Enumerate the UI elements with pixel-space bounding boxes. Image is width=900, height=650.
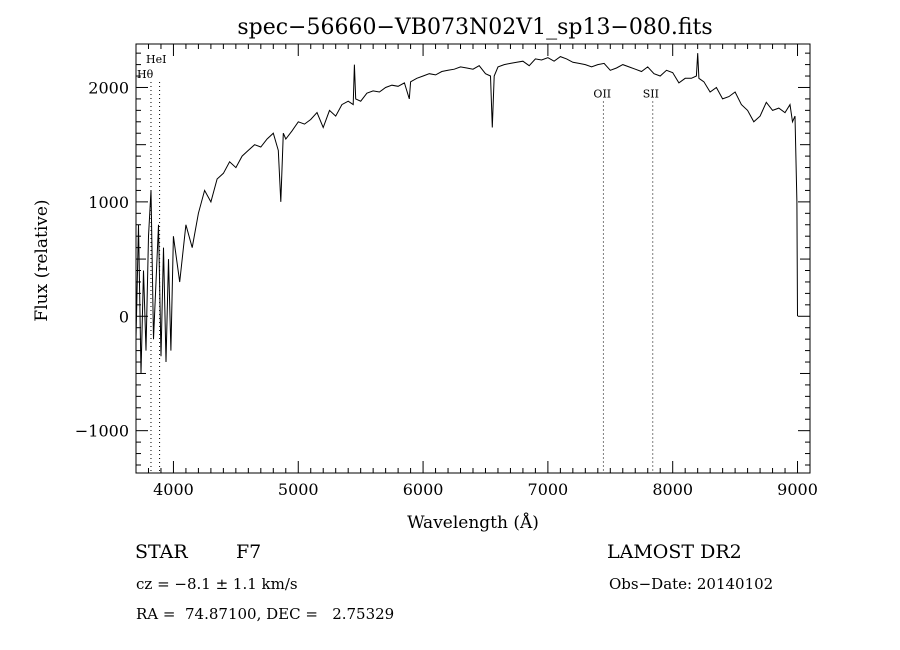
- plot-frame: [135, 43, 811, 474]
- line-label: HeI: [146, 53, 166, 66]
- line-label: OII: [593, 87, 611, 100]
- x-axis-label: Wavelength (Å): [407, 512, 539, 533]
- cz-value: cz = −8.1 ± 1.1 km/s: [136, 575, 298, 593]
- x-tick-label: 7000: [528, 480, 569, 499]
- x-tick-label: 6000: [403, 480, 444, 499]
- line-label: SII: [643, 87, 659, 100]
- y-tick-label: 2000: [88, 78, 129, 97]
- coordinates: RA = 74.87100, DEC = 2.75329: [136, 605, 395, 623]
- object-type: STAR: [135, 541, 188, 563]
- spectral-subclass: F7: [236, 541, 262, 563]
- x-tick-label: 8000: [652, 480, 693, 499]
- y-tick-label: 0: [119, 307, 129, 326]
- y-tick-label: 1000: [88, 193, 129, 212]
- x-tick-label: 5000: [278, 480, 319, 499]
- chart-title: spec−56660−VB073N02V1_sp13−080.fits: [237, 15, 712, 40]
- spectrum-line: [135, 53, 798, 374]
- line-label: Hθ: [137, 68, 154, 81]
- obs-date: Obs−Date: 20140102: [609, 575, 774, 593]
- survey-label: LAMOST DR2: [607, 541, 742, 563]
- y-axis-label: Flux (relative): [32, 199, 52, 321]
- y-tick-label: −1000: [75, 422, 129, 441]
- x-tick-label: 4000: [153, 480, 194, 499]
- x-tick-label: 9000: [777, 480, 818, 499]
